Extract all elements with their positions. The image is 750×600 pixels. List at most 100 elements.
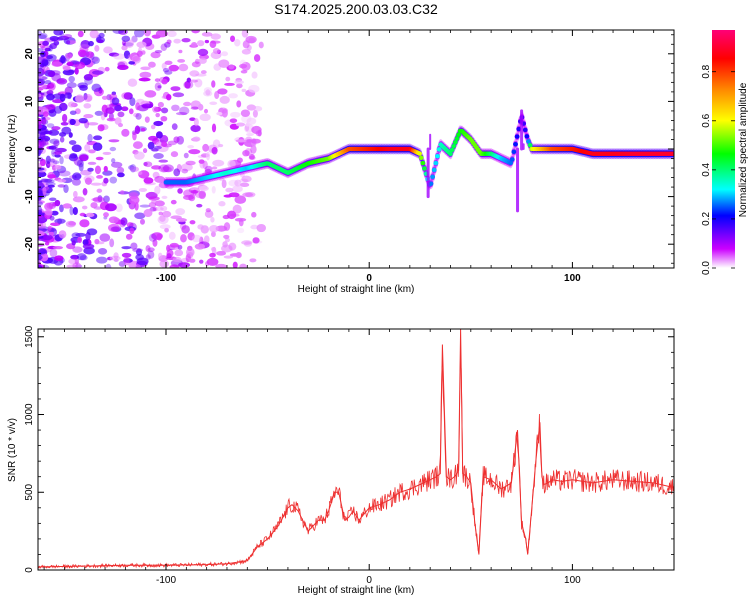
speckle-mark [148, 61, 156, 68]
speckle-mark [108, 216, 119, 224]
speckle-mark [109, 176, 118, 184]
speckle-mark [178, 262, 191, 268]
speckle-mark [95, 156, 104, 161]
speckle-mark [245, 191, 256, 198]
speckle-mark [159, 224, 171, 230]
speckle-mark [228, 64, 235, 70]
speckle-mark [52, 245, 64, 250]
speckle-mark [223, 234, 230, 239]
speckle-mark [232, 261, 238, 268]
speckle-mark [77, 49, 87, 58]
speckle-mark [89, 30, 99, 39]
speckle-mark [38, 206, 43, 215]
speckle-mark [144, 90, 157, 98]
speckle-mark [64, 92, 72, 99]
speckle-mark [38, 264, 42, 268]
speckle-mark [183, 152, 189, 159]
speckle-mark [158, 164, 170, 173]
colorbar-tick-label: 0.6 [701, 113, 712, 127]
speckle-mark [204, 210, 214, 218]
speckle-mark [76, 253, 87, 261]
speckle-mark [228, 93, 238, 99]
speckle-mark [198, 186, 209, 192]
speckle-mark [50, 158, 55, 163]
speckle-mark [148, 196, 160, 201]
speckle-mark [190, 124, 201, 133]
speckle-mark [216, 111, 223, 116]
speckle-mark [200, 225, 209, 234]
speckle-mark [224, 82, 235, 86]
speckle-mark [83, 247, 95, 255]
speckle-mark [173, 136, 180, 143]
speckle-mark [65, 220, 76, 228]
speckle-mark [131, 35, 138, 43]
speckle-mark [151, 199, 158, 204]
speckle-mark [209, 101, 218, 106]
speckle-mark [72, 61, 81, 65]
speckle-mark [38, 201, 43, 206]
speckle-mark [235, 122, 246, 127]
speckle-mark [41, 68, 47, 75]
speckle-mark [92, 70, 104, 75]
speckle-mark [209, 40, 217, 49]
ridge-mark [456, 132, 462, 137]
speckle-mark [120, 189, 125, 195]
speckle-mark [132, 141, 143, 149]
speckle-mark [143, 209, 153, 218]
speckle-mark [41, 59, 49, 67]
speckle-mark [246, 132, 254, 137]
x-tick-label: -100 [156, 273, 176, 284]
speckle-mark [95, 36, 106, 44]
speckle-mark [129, 227, 135, 235]
speckle-mark [44, 202, 53, 211]
speckle-mark [102, 151, 112, 155]
speckle-mark [211, 247, 216, 252]
speckle-mark [139, 218, 145, 225]
ridge-mark [422, 166, 427, 171]
speckle-mark [103, 177, 109, 184]
speckle-mark [242, 149, 250, 157]
speckle-mark [90, 202, 98, 209]
speckle-mark [68, 258, 78, 265]
speckle-mark [38, 117, 43, 126]
speckle-mark [105, 203, 117, 212]
speckle-mark [97, 248, 108, 255]
speckle-mark [51, 148, 57, 157]
speckle-mark [230, 111, 241, 118]
speckle-mark [94, 241, 105, 245]
speckle-mark [189, 70, 200, 77]
speckle-mark [102, 170, 113, 176]
speckle-mark [153, 153, 164, 160]
speckle-mark [38, 200, 45, 204]
speckle-mark [53, 140, 60, 147]
y-tick-label: 500 [24, 483, 35, 500]
speckle-mark [38, 56, 46, 64]
ridge-mark [436, 147, 442, 152]
speckle-mark [211, 166, 218, 170]
speckle-mark [38, 140, 43, 149]
speckle-mark [61, 126, 72, 135]
speckle-mark [240, 69, 248, 74]
speckle-mark [160, 166, 172, 173]
speckle-mark [116, 172, 125, 178]
speckle-mark [59, 56, 67, 64]
speckle-mark [69, 110, 77, 116]
ridge-mark [522, 127, 528, 133]
speckle-mark [121, 246, 132, 250]
speckle-mark [215, 263, 227, 268]
speckle-mark [53, 30, 64, 36]
colorbar-tick-label: 0.2 [701, 212, 712, 226]
speckle-mark [201, 31, 213, 37]
speckle-mark [147, 141, 155, 150]
speckle-mark [135, 112, 142, 120]
speckle-mark [242, 192, 254, 197]
speckle-mark [155, 112, 160, 118]
snr-frame [37, 328, 675, 571]
speckle-mark [258, 41, 264, 49]
speckle-mark [72, 190, 78, 198]
speckle-mark [92, 196, 105, 203]
speckle-mark [63, 184, 69, 193]
speckle-mark [198, 103, 204, 111]
speckle-mark [241, 240, 253, 245]
speckle-mark [205, 208, 211, 213]
